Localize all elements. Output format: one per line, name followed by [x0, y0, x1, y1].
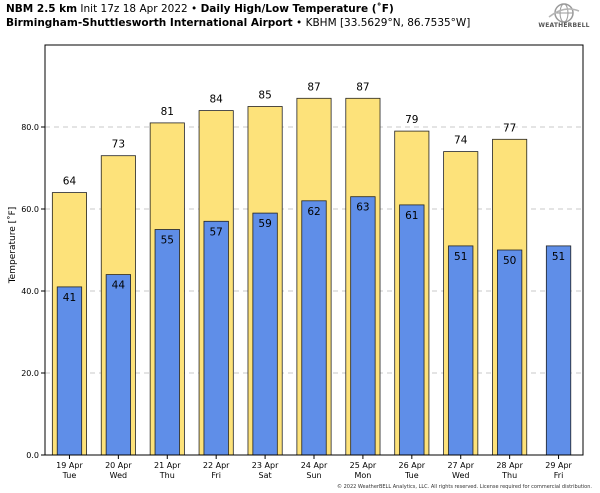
- x-tick-day: Tue: [62, 471, 77, 480]
- x-tick-day: Thu: [159, 471, 175, 480]
- high-temp-label: 74: [454, 135, 468, 147]
- station-code: KBHM [33.5629°N, 86.7535°W]: [305, 17, 471, 29]
- chart-header-line-2: Birmingham-Shuttlesworth International A…: [6, 17, 470, 29]
- weatherbell-logo: WEATHERBELL: [535, 2, 593, 40]
- x-tick-date: 29 Apr: [545, 461, 572, 470]
- chart-header-line-1: NBM 2.5 km Init 17z 18 Apr 2022 • Daily …: [6, 3, 394, 15]
- low-temp-bar: [545, 245, 572, 456]
- x-tick-date: 22 Apr: [203, 461, 230, 470]
- x-tick-day: Mon: [354, 471, 371, 480]
- high-temp-label: 64: [63, 176, 77, 188]
- bullet-separator: •: [296, 17, 303, 29]
- high-temp-label: 77: [503, 122, 516, 134]
- low-temp-bar: [105, 274, 131, 456]
- y-axis-label: Temperature [˚F]: [7, 207, 18, 285]
- station-name: Birmingham-Shuttlesworth International A…: [6, 17, 293, 29]
- x-tick-day: Fri: [211, 471, 221, 480]
- copyright-notice: © 2022 WeatherBELL Analytics, LLC. All r…: [337, 484, 592, 490]
- low-temp-label: 55: [161, 235, 174, 247]
- y-tick-label: 40.0: [21, 287, 39, 296]
- x-tick-day: Thu: [501, 471, 517, 480]
- y-tick-label: 80.0: [21, 123, 39, 132]
- x-tick-date: 21 Apr: [154, 461, 181, 470]
- low-temp-bar: [203, 220, 229, 456]
- low-temp-label: 50: [503, 255, 516, 267]
- high-temp-label: 87: [356, 81, 369, 93]
- low-temp-label: 63: [356, 202, 369, 214]
- high-temp-label: 81: [161, 106, 174, 118]
- low-temp-bar: [497, 249, 523, 456]
- globe-icon: [548, 3, 580, 23]
- low-temp-bar: [448, 245, 474, 456]
- high-temp-label: 79: [405, 114, 418, 126]
- low-temp-bar: [301, 200, 327, 456]
- low-temp-label: 51: [454, 251, 467, 263]
- y-tick-label: 0.0: [26, 451, 39, 460]
- x-tick-date: 27 Apr: [447, 461, 474, 470]
- y-tick-label: 20.0: [21, 369, 39, 378]
- plot-frame: [44, 44, 584, 456]
- x-tick-day: Sat: [259, 471, 272, 480]
- bullet-separator: •: [191, 3, 198, 15]
- high-temp-label: 87: [307, 81, 320, 93]
- low-temp-label: 51: [552, 251, 565, 263]
- low-temp-bar: [399, 204, 425, 456]
- y-tick-label: 60.0: [21, 205, 39, 214]
- x-tick-day: Sun: [306, 471, 321, 480]
- high-temp-label: 85: [258, 90, 271, 102]
- x-tick-date: 26 Apr: [399, 461, 426, 470]
- low-temp-label: 61: [405, 210, 418, 222]
- high-temp-label: 84: [209, 94, 223, 106]
- x-tick-date: 23 Apr: [252, 461, 279, 470]
- low-temp-label: 44: [112, 280, 126, 292]
- low-temp-label: 57: [209, 226, 222, 238]
- low-temp-bar: [350, 196, 376, 456]
- x-tick-date: 20 Apr: [105, 461, 132, 470]
- x-tick-date: 19 Apr: [56, 461, 83, 470]
- x-tick-date: 28 Apr: [496, 461, 523, 470]
- x-tick-date: 24 Apr: [301, 461, 328, 470]
- x-tick-day: Tue: [404, 471, 419, 480]
- low-temp-bar: [56, 286, 83, 456]
- x-tick-day: Wed: [452, 471, 469, 480]
- chart-title: Daily High/Low Temperature (˚F): [200, 3, 394, 15]
- low-temp-label: 59: [258, 218, 271, 230]
- low-temp-label: 41: [63, 292, 76, 304]
- x-tick-day: Wed: [110, 471, 127, 480]
- high-temp-label: 73: [112, 139, 125, 151]
- low-temp-label: 62: [307, 206, 320, 218]
- x-tick-date: 25 Apr: [350, 461, 377, 470]
- init-time: Init 17z 18 Apr 2022: [80, 3, 188, 15]
- low-temp-bar: [252, 212, 278, 456]
- model-name: NBM 2.5 km: [6, 3, 78, 15]
- logo-text: WEATHERBELL: [538, 22, 590, 29]
- low-temp-bar: [154, 229, 180, 456]
- x-tick-day: Fri: [554, 471, 564, 480]
